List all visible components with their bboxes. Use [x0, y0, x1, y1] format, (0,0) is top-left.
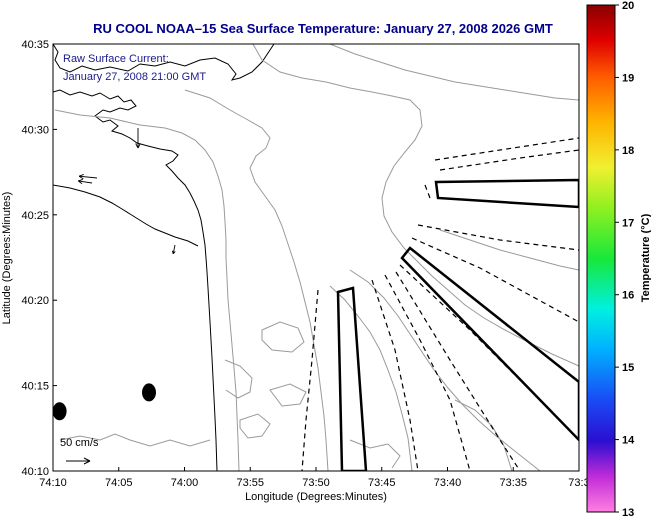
colorbar-tick-label: 13	[622, 507, 634, 518]
colorbar-tick-label: 20	[622, 0, 634, 12]
colorbar-tick-label: 18	[622, 145, 634, 157]
y-axis-ticks: 40:10 40:15 40:20 40:25 40:30 40:35	[21, 39, 57, 478]
scale-label: 50 cm/s	[60, 437, 99, 449]
colorbar-tick-label: 15	[622, 362, 634, 374]
y-tick-label: 40:30	[21, 124, 49, 136]
annotation-line1: Raw Surface Current:	[63, 53, 169, 65]
y-tick-label: 40:25	[21, 210, 49, 222]
y-tick-label: 40:10	[21, 466, 49, 478]
scale-arrow	[66, 457, 91, 465]
y-tick-label: 40:20	[21, 295, 49, 307]
x-tick-label: 73:50	[302, 477, 330, 489]
colorbar-tick-label: 19	[622, 72, 634, 84]
colorbar-tick-label: 16	[622, 290, 634, 302]
x-tick-label: 73:40	[434, 477, 462, 489]
colorbar-ticks: 13 14 15 16 17 18 19 20	[615, 0, 635, 518]
map-area	[53, 44, 579, 471]
x-tick-label: 74:10	[39, 477, 67, 489]
annotation-line2: January 27, 2008 21:00 GMT	[63, 71, 206, 83]
buoy-east	[53, 402, 67, 421]
colorbar-label: Temperature (°C)	[640, 213, 651, 302]
current-vector	[77, 178, 93, 185]
coverage-lines	[301, 137, 579, 471]
current-vectors	[77, 128, 176, 255]
chart-title: RU COOL NOAA–15 Sea Surface Temperature:…	[93, 21, 553, 36]
x-tick-label: 74:05	[105, 477, 133, 489]
coastline	[53, 89, 218, 471]
buoy-markers	[53, 383, 156, 421]
colorbar-tick-label: 14	[622, 435, 635, 447]
x-axis-ticks: 74:10 74:05 74:00 73:55 73:50 73:45 73:40 73:35…	[39, 467, 590, 489]
y-tick-label: 40:35	[21, 39, 49, 51]
current-vector	[135, 128, 141, 149]
current-vector	[171, 244, 176, 255]
x-tick-label: 73:3	[568, 477, 589, 489]
coastline-north	[53, 44, 275, 81]
y-tick-label: 40:15	[21, 381, 49, 393]
current-vector	[78, 173, 98, 180]
x-tick-label: 74:00	[171, 477, 199, 489]
colorbar	[586, 4, 616, 513]
coastline-inlet	[53, 184, 199, 247]
beam-polygons	[336, 178, 579, 471]
colorbar-tick-label: 17	[622, 217, 634, 229]
y-axis-label: Latitude (Degrees:Minutes)	[1, 192, 13, 325]
x-axis-label: Longitude (Degrees:Minutes)	[245, 491, 387, 503]
buoy-west	[141, 383, 156, 402]
x-tick-label: 73:35	[499, 477, 527, 489]
x-tick-label: 73:55	[236, 477, 264, 489]
map-background	[53, 44, 579, 471]
bathymetry-contours	[54, 44, 579, 471]
x-tick-label: 73:45	[368, 477, 396, 489]
